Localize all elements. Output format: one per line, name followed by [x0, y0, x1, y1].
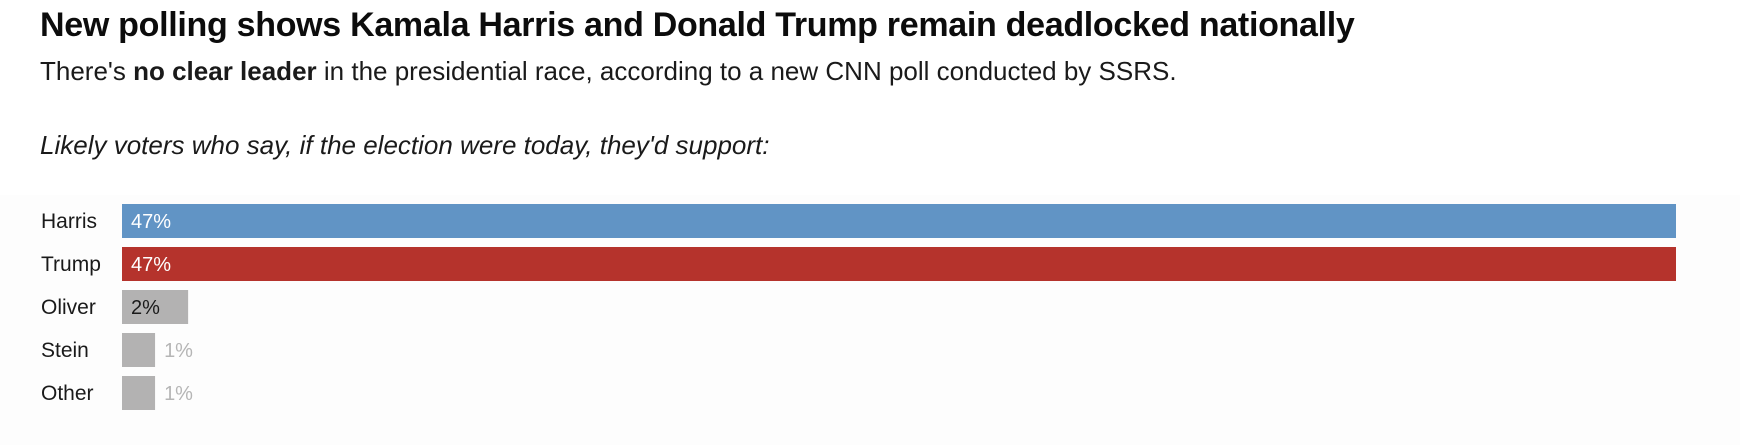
category-label-other: Other	[41, 382, 94, 405]
chart-headline: New polling shows Kamala Harris and Dona…	[40, 6, 1355, 44]
chart-dek: There's no clear leader in the president…	[40, 56, 1177, 87]
value-label-oliver: 2%	[131, 297, 160, 319]
bar-other	[122, 376, 156, 410]
category-label-stein: Stein	[41, 339, 89, 362]
value-label-trump: 47%	[131, 254, 171, 276]
category-label-oliver: Oliver	[41, 296, 96, 319]
bar-chart: Harris 47% Trump 47% Oliver 2% Stein 1% Other 1%	[41, 204, 1676, 410]
value-label-harris: 47%	[131, 211, 171, 233]
dek-text-start: There's	[40, 56, 134, 86]
bar-harris	[122, 204, 1676, 238]
bar-trump	[122, 247, 1676, 281]
chart-plot-area: Harris 47% Trump 47% Oliver 2% Stein 1% Other 1%	[0, 195, 1740, 445]
dek-text-end: in the presidential race, according to a…	[316, 56, 1177, 86]
category-label-harris: Harris	[41, 210, 97, 233]
dek-emphasis: no clear leader	[133, 56, 317, 86]
bar-stein	[122, 333, 156, 367]
value-label-stein: 1%	[164, 340, 193, 362]
value-label-other: 1%	[164, 383, 193, 405]
bar-oliver	[122, 290, 189, 324]
category-label-trump: Trump	[41, 253, 101, 276]
chart-question: Likely voters who say, if the election w…	[40, 130, 770, 160]
